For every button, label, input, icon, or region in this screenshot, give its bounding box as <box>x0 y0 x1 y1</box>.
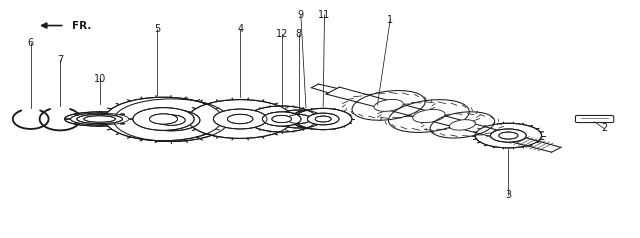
Ellipse shape <box>120 114 125 115</box>
Ellipse shape <box>120 123 125 124</box>
Ellipse shape <box>490 129 526 142</box>
Ellipse shape <box>246 106 317 132</box>
Ellipse shape <box>97 125 102 126</box>
FancyBboxPatch shape <box>575 115 614 123</box>
Ellipse shape <box>150 114 177 124</box>
Ellipse shape <box>157 115 185 125</box>
Ellipse shape <box>475 123 541 148</box>
Ellipse shape <box>77 114 122 124</box>
Ellipse shape <box>227 114 253 124</box>
Ellipse shape <box>97 112 102 113</box>
Ellipse shape <box>287 114 311 124</box>
Text: 2: 2 <box>601 124 607 134</box>
Ellipse shape <box>315 116 332 122</box>
Ellipse shape <box>307 113 339 125</box>
Text: 12: 12 <box>275 29 288 39</box>
Ellipse shape <box>349 89 428 121</box>
Text: 11: 11 <box>318 10 331 20</box>
Text: 10: 10 <box>93 74 106 84</box>
Ellipse shape <box>213 109 267 129</box>
Ellipse shape <box>105 97 222 141</box>
Ellipse shape <box>114 99 228 141</box>
Ellipse shape <box>65 112 135 126</box>
Ellipse shape <box>294 108 352 130</box>
Ellipse shape <box>374 99 403 111</box>
Ellipse shape <box>428 111 497 139</box>
Text: 1: 1 <box>387 15 394 25</box>
Ellipse shape <box>262 112 301 126</box>
Ellipse shape <box>275 110 323 128</box>
Ellipse shape <box>133 108 194 130</box>
Text: 4: 4 <box>237 24 243 34</box>
Text: 3: 3 <box>506 190 511 200</box>
Text: FR.: FR. <box>72 20 92 30</box>
Ellipse shape <box>74 123 79 124</box>
Text: 8: 8 <box>296 29 302 39</box>
Ellipse shape <box>84 116 115 122</box>
Text: 6: 6 <box>28 38 34 48</box>
Text: 7: 7 <box>57 55 63 65</box>
Ellipse shape <box>449 120 476 130</box>
Ellipse shape <box>188 99 292 139</box>
Polygon shape <box>326 87 561 152</box>
Ellipse shape <box>272 115 291 123</box>
Ellipse shape <box>385 98 472 134</box>
Ellipse shape <box>143 109 200 131</box>
Text: 5: 5 <box>154 24 160 34</box>
Ellipse shape <box>74 114 79 115</box>
Text: 9: 9 <box>298 10 304 20</box>
FancyArrowPatch shape <box>42 23 62 28</box>
Ellipse shape <box>70 113 129 125</box>
Ellipse shape <box>499 132 518 139</box>
Ellipse shape <box>413 109 445 123</box>
